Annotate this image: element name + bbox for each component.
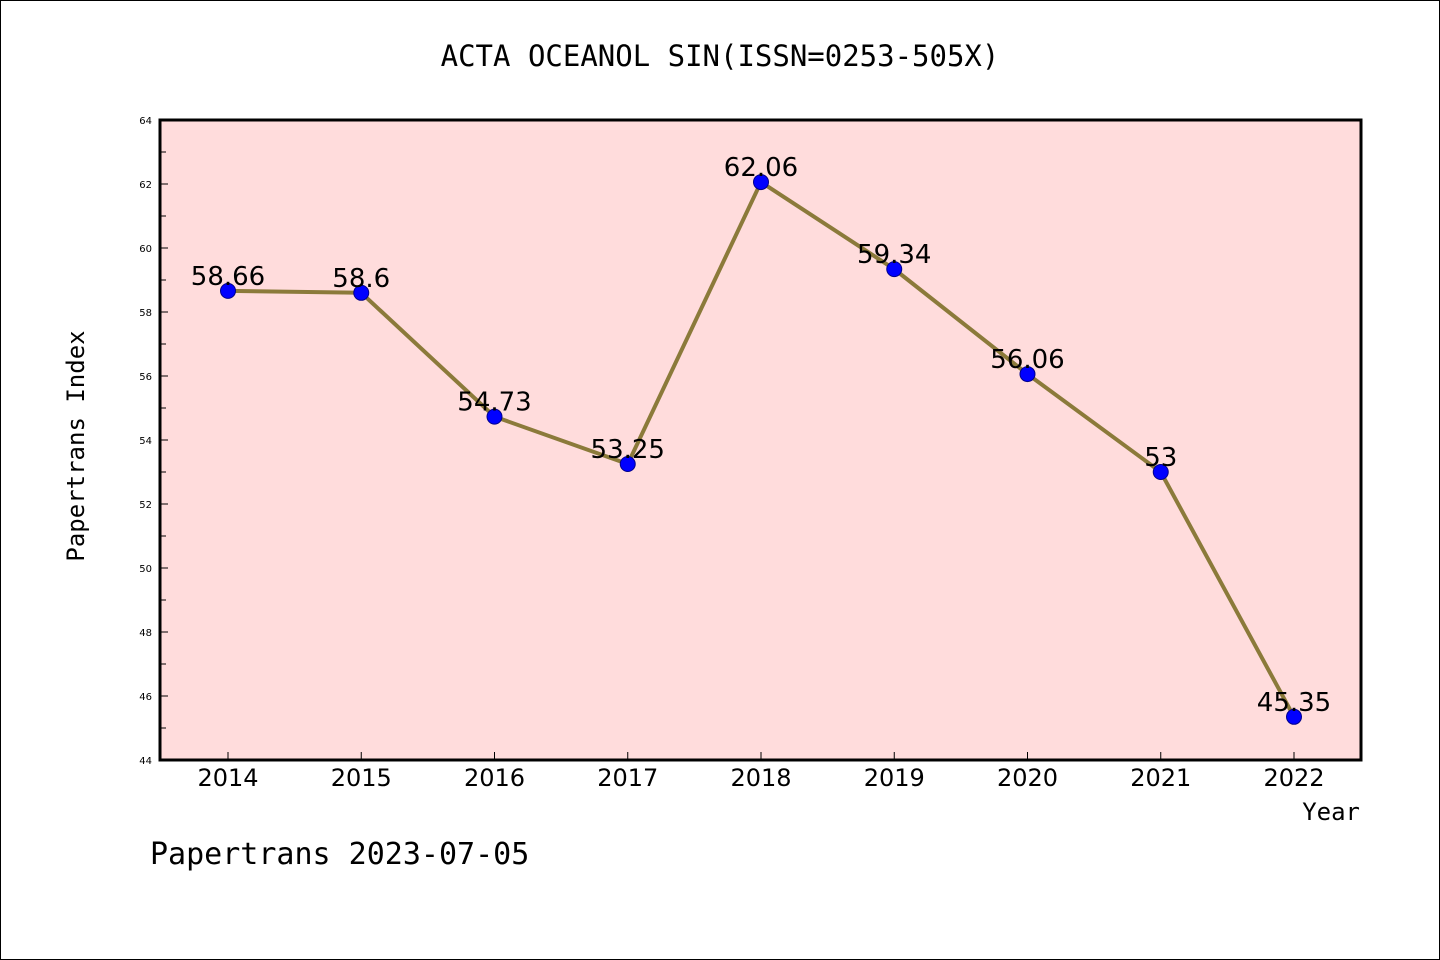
y-tick-label: 58: [139, 308, 152, 319]
data-point: [886, 261, 903, 278]
y-tick-label: 50: [139, 564, 152, 575]
y-tick-label: 56: [139, 372, 152, 383]
data-labels: 58.66 58.6 54.73 53.25 62.06 59.34 56.06 53 45.3…: [191, 153, 1331, 718]
series-markers: [220, 174, 1302, 725]
x-tick-label: 2018: [730, 764, 791, 792]
data-point: [1152, 464, 1169, 480]
y-tick-label: 64: [139, 116, 152, 127]
plot-area: [160, 120, 1361, 760]
data-point: [486, 408, 503, 425]
y-axis-ticks: 44 46 48 50 52 54 56 58 60 62 64: [139, 116, 168, 767]
data-point: [1286, 708, 1302, 725]
x-tick-label: 2022: [1263, 764, 1324, 792]
y-tick-label: 62: [139, 180, 152, 191]
chart-title: ACTA OCEANOL SIN(ISSN=0253-505X): [441, 39, 1000, 73]
y-tick-label: 60: [139, 244, 152, 255]
x-axis-label: Year: [1302, 798, 1360, 826]
data-point: [619, 456, 636, 472]
x-tick-label: 2014: [197, 764, 258, 792]
x-tick-label: 2017: [597, 764, 658, 792]
data-point: [1019, 366, 1036, 383]
y-tick-label: 52: [139, 500, 152, 511]
data-label: 53.25: [591, 435, 665, 465]
y-axis-label: Papertrans Index: [62, 330, 90, 561]
data-point: [753, 174, 769, 191]
footer-source-date: Papertrans 2023-07-05: [150, 837, 529, 872]
data-label: 58.66: [191, 262, 265, 292]
data-point: [220, 282, 236, 299]
data-label: 54.73: [457, 388, 531, 418]
data-label: 56.06: [990, 345, 1064, 375]
x-tick-label: 2019: [864, 764, 925, 792]
plot-border: [158, 118, 1363, 762]
x-tick-label: 2015: [331, 764, 392, 792]
y-tick-label: 54: [139, 436, 152, 447]
y-tick-label: 46: [139, 692, 152, 703]
x-tick-label: 2021: [1130, 764, 1191, 792]
data-label: 62.06: [724, 153, 798, 183]
data-label: 53: [1144, 443, 1177, 473]
data-point: [353, 284, 370, 301]
data-label: 45.35: [1257, 688, 1331, 718]
x-tick-label: 2016: [464, 764, 525, 792]
y-tick-label: 48: [139, 628, 152, 639]
data-label: 59.34: [857, 240, 931, 270]
data-label: 58.6: [332, 264, 390, 294]
y-tick-label: 44: [139, 756, 152, 767]
x-tick-label: 2020: [997, 764, 1058, 792]
x-axis-ticks: 2014 2015 2016 2017 2018 2019 2020 2021 2022: [197, 752, 1325, 792]
